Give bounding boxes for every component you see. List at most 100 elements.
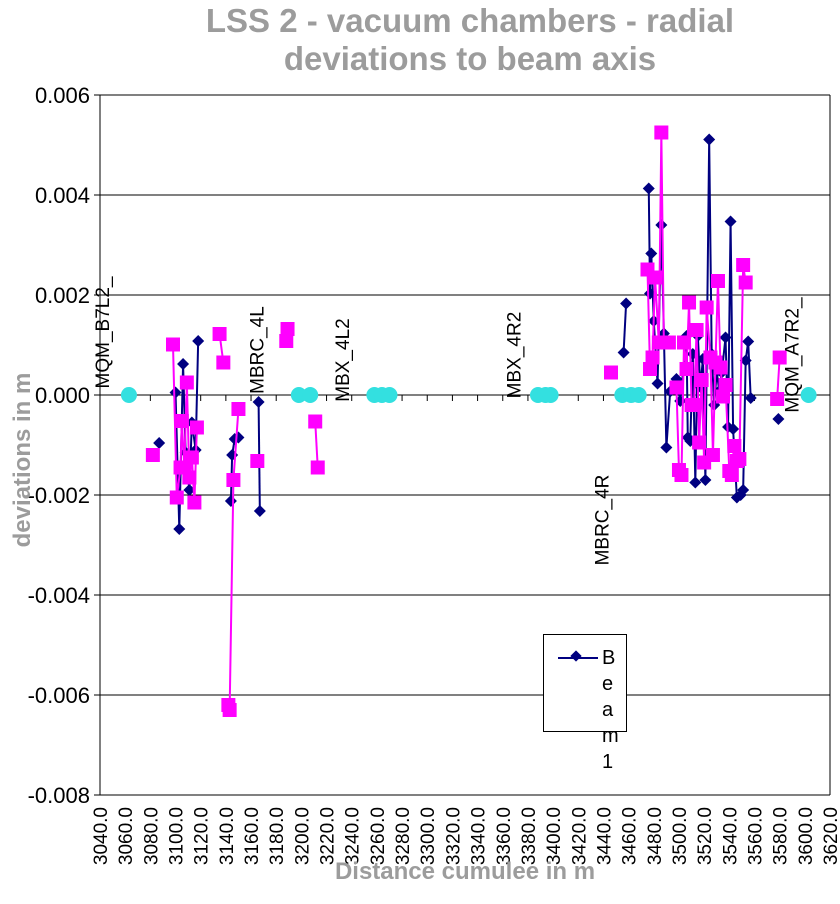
data-point-square [669, 380, 684, 395]
data-point-diamond [173, 523, 186, 535]
x-tick-label: 3220.0 [318, 807, 339, 865]
annotation-label: MBX_4R2 [504, 312, 525, 399]
legend: Be am 1 [543, 634, 627, 773]
data-point-square [174, 414, 189, 428]
data-point-square [182, 470, 197, 485]
x-tick-label: 3540.0 [720, 807, 741, 865]
y-tick-label: -0.006 [28, 683, 90, 708]
data-point-diamond [719, 331, 732, 344]
data-point-square [718, 378, 733, 392]
data-point-square [187, 495, 202, 510]
chart-title-line-2: deviations to beam axis [283, 40, 657, 77]
data-point-square [732, 452, 747, 466]
data-point-diamond [644, 287, 657, 300]
data-point-square [280, 322, 295, 336]
data-point-diamond [169, 386, 182, 399]
y-tick-label: 0.006 [35, 83, 90, 108]
x-tick-label: 3400.0 [544, 807, 565, 865]
x-tick-label: 3040.0 [91, 807, 112, 865]
data-point-square [689, 323, 704, 337]
annotation-label: MQM_A7R2_ [783, 297, 804, 413]
data-point-square [694, 373, 709, 387]
data-point-square [166, 337, 180, 352]
data-point-square [687, 398, 702, 412]
data-point-square [674, 468, 689, 482]
data-point-square [179, 375, 194, 390]
data-point-square [738, 275, 753, 290]
annotations: MQM_B7L2_ MBRC_4L MBX_4L2 MBX_4R2 MBRC_4R MQM… [93, 276, 804, 565]
data-point-diamond [620, 297, 633, 310]
data-point-diamond [192, 335, 205, 347]
data-point-square [604, 365, 618, 380]
data-point-square [724, 468, 739, 482]
data-point-square [169, 490, 184, 505]
y-tick-label: -0.002 [28, 483, 90, 508]
data-point-diamond [742, 335, 755, 348]
series-2 [145, 125, 787, 717]
data-point-diamond [253, 505, 266, 517]
data-point-square [279, 334, 294, 348]
data-point-square [661, 335, 676, 350]
y-tick-label: 0.000 [35, 383, 90, 408]
legend-entry-label: Be am 1 [602, 647, 619, 773]
series-layer [120, 125, 817, 717]
x-tick-label: 3440.0 [594, 807, 615, 865]
data-point-square [710, 274, 725, 288]
x-tick-label: 3140.0 [217, 807, 238, 865]
x-tick-label: 3260.0 [368, 807, 389, 865]
data-point-square [770, 392, 785, 406]
x-tick-label: 3160.0 [242, 807, 263, 865]
data-point-diamond [737, 484, 750, 496]
x-axis-label: Distance cumulee in m [334, 858, 596, 885]
annotation-label: MBRC_4L [248, 306, 269, 394]
legend-diamond-icon [570, 650, 582, 662]
data-point-diamond [724, 215, 737, 228]
data-point-diamond [739, 354, 752, 367]
data-point-diamond [183, 484, 196, 496]
data-point-square [716, 389, 731, 404]
x-tick-label: 3060.0 [116, 807, 137, 865]
x-tick-label: 3100.0 [167, 807, 188, 865]
series-3 [120, 387, 817, 403]
data-point-diamond [660, 441, 673, 454]
annotation-label: MBX_4L2 [333, 318, 354, 401]
x-tick-label: 3300.0 [418, 807, 439, 865]
data-point-square [145, 448, 160, 462]
x-tick-label: 3240.0 [343, 807, 364, 865]
chart-title-line-1: LSS 2 - vacuum chambers - radial [205, 2, 735, 39]
data-point-diamond [252, 396, 265, 408]
y-tick-labels: -0.008 -0.006 -0.004 -0.002 0.000 0.002 0.004 0… [28, 83, 90, 808]
data-point-diamond [744, 392, 757, 404]
data-point-diamond [772, 413, 785, 425]
data-point-circle [542, 387, 559, 403]
x-tick-label: 3560.0 [745, 807, 766, 865]
x-tick-label: 3280.0 [393, 807, 414, 865]
data-point-diamond [153, 437, 166, 449]
x-tick-label: 3360.0 [494, 807, 515, 865]
y-tick-label: -0.004 [28, 583, 90, 608]
x-tick-label: 3320.0 [443, 807, 464, 865]
data-point-square [736, 258, 751, 272]
x-tick-label: 3500.0 [670, 807, 691, 865]
x-tick-label: 3340.0 [469, 807, 490, 865]
data-point-diamond [617, 346, 630, 359]
y-tick-label: 0.004 [35, 183, 90, 208]
x-tick-label: 3200.0 [292, 807, 313, 865]
x-tick-label: 3420.0 [569, 807, 590, 865]
x-tick-label: 3620.0 [821, 807, 840, 865]
data-point-square [699, 300, 714, 315]
data-point-diamond [703, 133, 716, 146]
x-tick-label: 3580.0 [771, 807, 792, 865]
data-point-square [692, 435, 707, 450]
series-line [314, 421, 319, 468]
data-point-square [189, 420, 204, 435]
data-point-square [216, 355, 231, 370]
x-tick-label: 3460.0 [620, 807, 641, 865]
data-point-square [679, 362, 694, 376]
annotation-label: MQM_B7L2_ [93, 276, 114, 388]
data-point-circle [800, 387, 817, 403]
data-point-diamond [642, 182, 655, 195]
data-point-circle [630, 387, 647, 403]
data-point-square [682, 295, 697, 310]
